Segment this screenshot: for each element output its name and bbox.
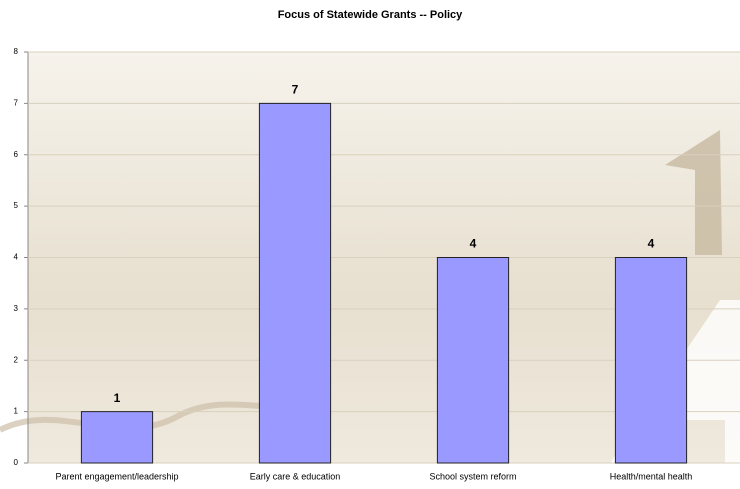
bar (436, 257, 510, 464)
y-tick-label: 3 (14, 304, 19, 313)
x-tick-label: School system reform (429, 471, 516, 481)
y-tick-label: 1 (14, 407, 19, 416)
y-tick-label: 8 (14, 47, 19, 56)
y-tick-label: 0 (14, 458, 19, 467)
x-tick-label: Early care & education (250, 471, 341, 481)
x-tick-label: Health/mental health (610, 471, 693, 481)
bar (614, 257, 688, 464)
y-tick-label: 7 (14, 98, 19, 107)
bar (258, 102, 332, 464)
watermark (665, 130, 722, 255)
y-tick-label: 2 (14, 355, 19, 364)
x-tick-label: Parent engagement/leadership (55, 471, 178, 481)
data-label: 1 (114, 391, 121, 405)
data-label: 4 (470, 237, 477, 251)
data-label: 4 (648, 237, 655, 251)
chart-title: Focus of Statewide Grants -- Policy (278, 9, 463, 21)
y-tick-label: 6 (14, 150, 19, 159)
y-tick-label: 5 (14, 201, 19, 210)
y-tick-label: 4 (14, 253, 19, 262)
data-label: 7 (292, 83, 299, 97)
bar (80, 411, 154, 464)
